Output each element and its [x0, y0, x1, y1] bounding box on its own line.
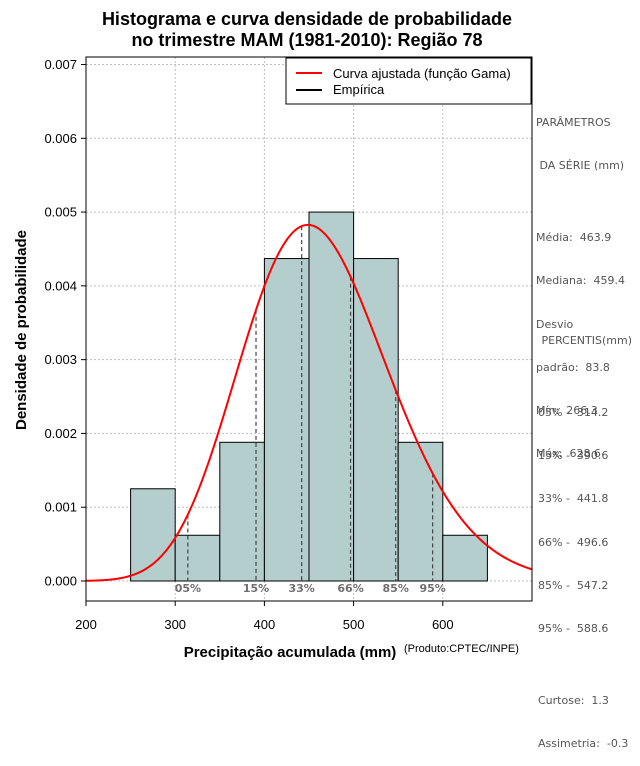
y-tick-label: 0.006 — [44, 131, 77, 146]
x-tick-label: 600 — [432, 617, 454, 632]
histogram-bar — [130, 488, 176, 582]
percentis-line: PERCENTIS(mm) — [538, 333, 632, 347]
histogram-bars — [130, 211, 488, 582]
histogram-bar — [397, 441, 444, 582]
stats-panel: PARÂMETROS DA SÉRIE (mm) Média: 463.9 Me… — [536, 87, 625, 476]
stats-line: PARÂMETROS — [536, 115, 611, 129]
y-tick-label: 0.002 — [44, 426, 77, 441]
percentile-markers: 05% 15% 33% 66% 85% 95% — [175, 226, 446, 595]
y-tick-label: 0.005 — [44, 205, 77, 220]
stats-line: Mín: 266.3 — [536, 403, 598, 417]
x-tick-label: 300 — [164, 617, 186, 632]
stats-line: Máx: 628.6 — [536, 447, 601, 461]
histogram-bar — [353, 258, 399, 582]
stats-line: Mediana: 459.4 — [536, 274, 625, 288]
percentis-line: 85% - 547.2 — [538, 578, 609, 592]
percentile-label: 66% — [337, 582, 363, 595]
x-tick-label: 200 — [75, 617, 97, 632]
histogram-bar — [308, 211, 355, 582]
axes: 0.000 0.001 0.002 0.003 0.004 0.005 0.006 0.007… — [44, 57, 453, 632]
percentile-label: 85% — [383, 582, 409, 595]
percentis-line: 15% - 390.6 — [538, 449, 609, 463]
stats-line: Média: 463.9 — [536, 231, 612, 245]
percentile-label: 33% — [289, 582, 315, 595]
y-axis-label: Densidade de probabilidade — [13, 230, 30, 430]
histogram-bar — [219, 441, 265, 582]
y-tick-label: 0.007 — [44, 57, 77, 72]
percentis-panel: PERCENTIS(mm) 05% - 314.2 15% - 390.6 33… — [538, 305, 632, 766]
histogram-bar — [442, 534, 488, 582]
percentis-line: Assimetria: -0.3 — [538, 737, 629, 751]
legend: Curva ajustada (função Gama) Empírica — [285, 57, 532, 105]
percentis-line: 33% - 441.8 — [538, 492, 609, 506]
stats-line: DA SÉRIE (mm) — [536, 159, 625, 173]
percentis-line: 66% - 496.6 — [538, 535, 609, 549]
y-tick-label: 0.004 — [44, 278, 77, 293]
percentile-label: 95% — [419, 582, 445, 595]
histogram-bar — [263, 258, 310, 582]
legend-box — [285, 57, 532, 105]
percentile-label: 05% — [175, 582, 201, 595]
x-tick-label: 400 — [254, 617, 276, 632]
stats-line: padrão: 83.8 — [536, 360, 610, 374]
percentis-line: Curtose: 1.3 — [538, 693, 609, 707]
x-axis-label: Precipitação acumulada (mm) — [184, 644, 397, 660]
source-note: (Produto:CPTEC/INPE) — [404, 643, 519, 655]
plot-frame — [85, 56, 533, 602]
legend-label-empirical: Empírica — [333, 82, 385, 97]
chart-title-line-2: no trimestre MAM (1981-2010): Região 78 — [131, 30, 482, 50]
legend-label-curve: Curva ajustada (função Gama) — [333, 66, 511, 81]
histogram-bar — [174, 534, 221, 582]
histogram-chart: 05% 15% 33% 66% 85% 95% 0.0000.0010.0020.0030… — [13, 9, 533, 660]
y-tick-label: 0.000 — [44, 574, 77, 589]
gamma-curve-layer — [85, 223, 533, 582]
gamma-fit-curve — [85, 223, 533, 582]
x-tick-label: 500 — [343, 617, 365, 632]
chart-title-line-1: Histograma e curva densidade de probabil… — [102, 9, 512, 29]
percentis-line: 05% - 314.2 — [538, 405, 609, 419]
stats-line: Desvio — [536, 317, 574, 331]
percentis-line: 95% - 588.6 — [538, 621, 609, 635]
percentile-label: 15% — [243, 582, 269, 595]
y-tick-label: 0.001 — [44, 500, 77, 515]
y-tick-label: 0.003 — [44, 352, 77, 367]
